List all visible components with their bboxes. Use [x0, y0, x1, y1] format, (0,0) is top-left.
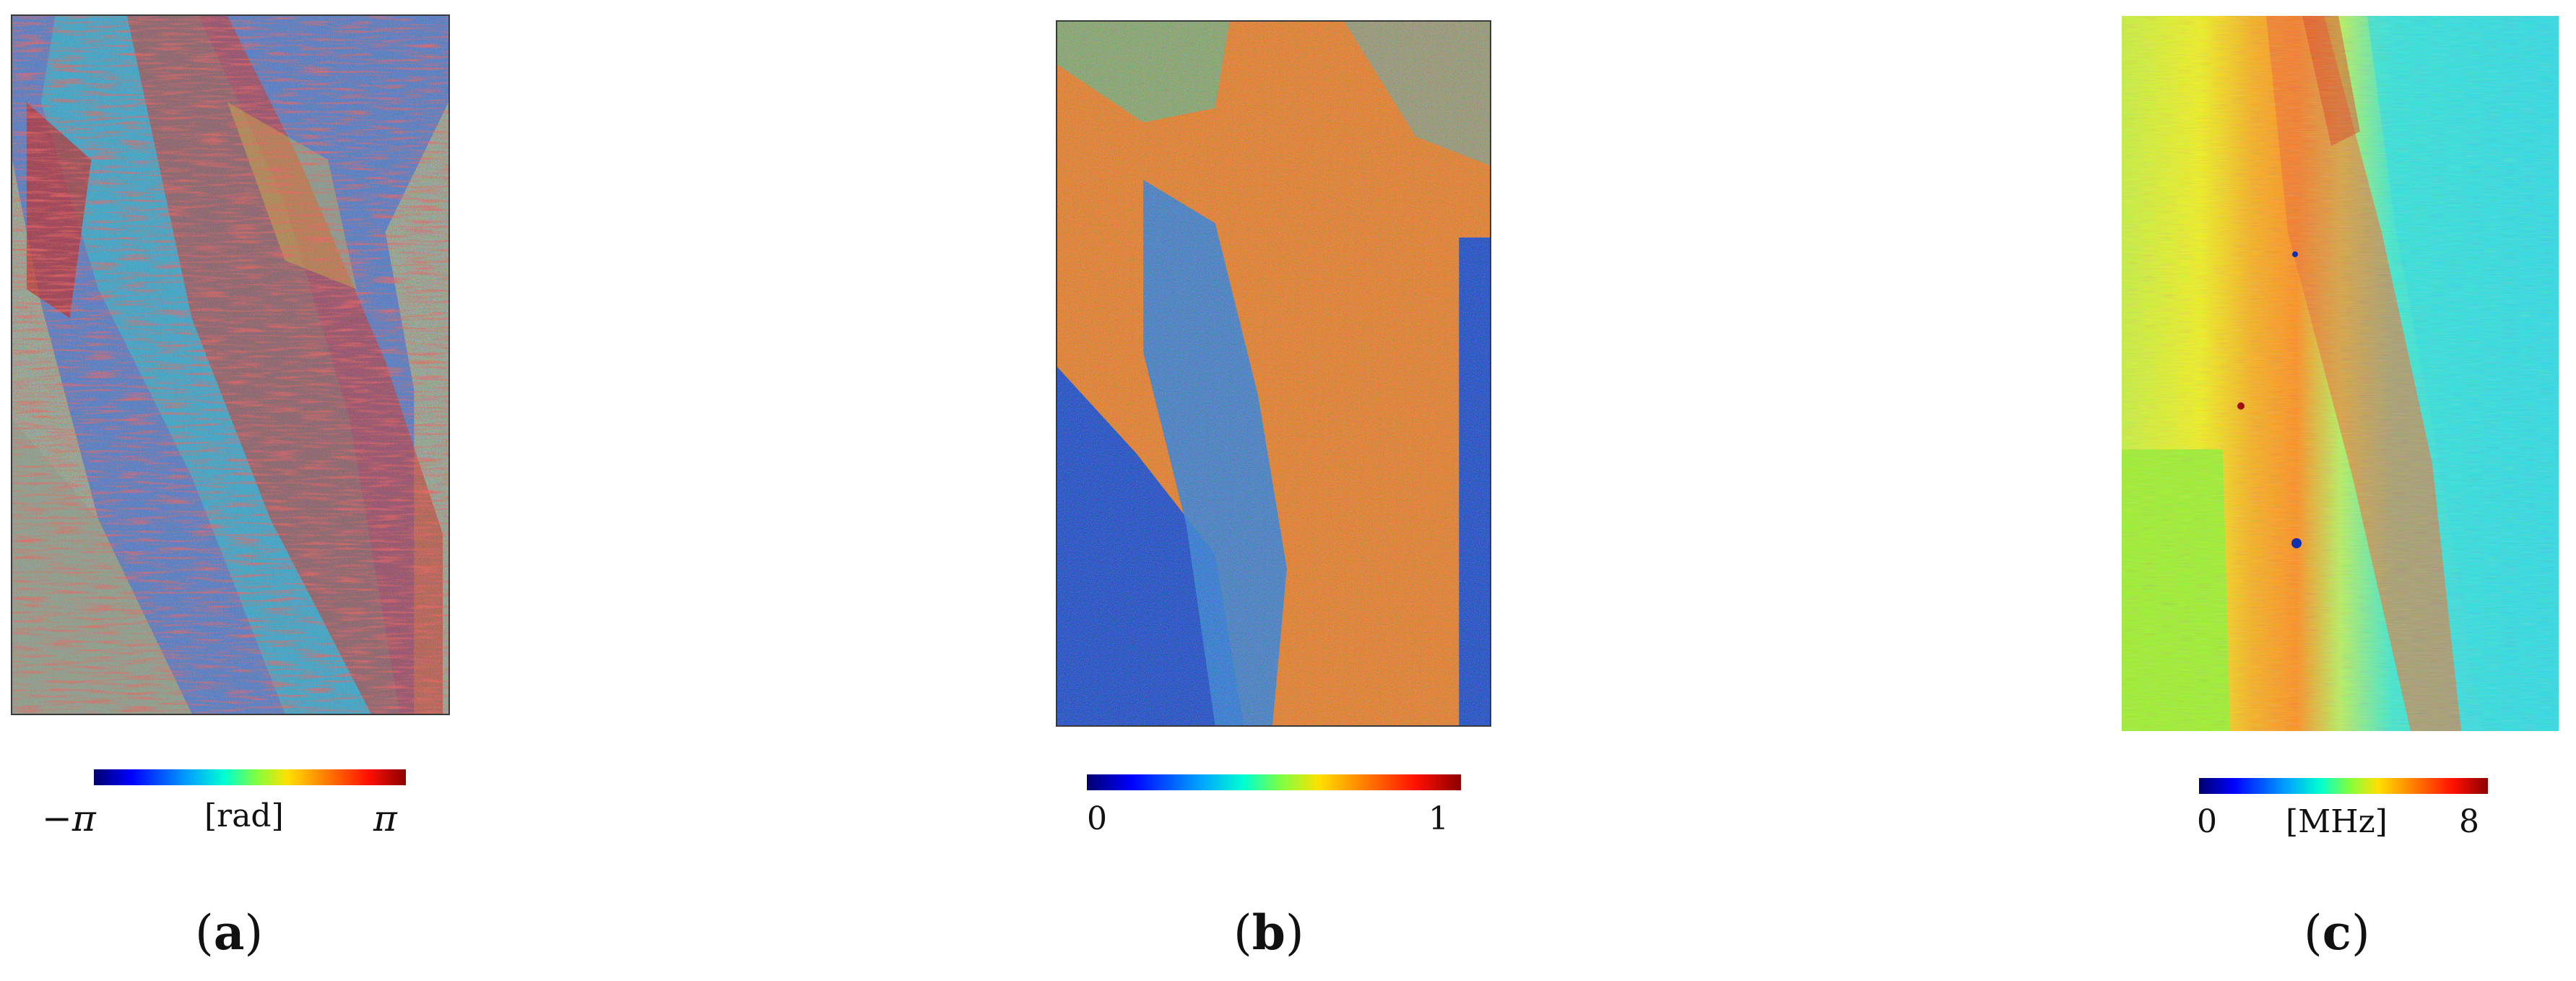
colorbar-b: [1087, 774, 1461, 790]
frequency-map-image: [2122, 16, 2559, 731]
colorbar-a: [94, 769, 406, 785]
colorbar-b-max-label: 1: [1428, 800, 1449, 837]
colorbar-c: [2199, 778, 2488, 794]
colorbar-b-min-label: 0: [1087, 800, 1107, 837]
phase-map-image: [11, 14, 450, 715]
colorbar-a-max-label: π: [373, 798, 397, 839]
colorbar-c-max-label: 8: [2459, 803, 2479, 840]
caption-b-letter: b: [1252, 904, 1285, 961]
colorbar-c-unit-label: [MHz]: [2286, 803, 2388, 840]
caption-b: (b): [1233, 904, 1304, 961]
colorbar-c-min-label: 0: [2197, 803, 2217, 840]
caption-a-letter: a: [213, 904, 245, 961]
caption-c: (c): [2304, 904, 2370, 961]
coherence-map-image: [1056, 20, 1491, 727]
caption-c-letter: c: [2322, 904, 2351, 961]
colorbar-a-min-label: −π: [42, 798, 96, 839]
caption-a: (a): [195, 904, 264, 961]
colorbar-a-unit-label: [rad]: [204, 798, 284, 834]
